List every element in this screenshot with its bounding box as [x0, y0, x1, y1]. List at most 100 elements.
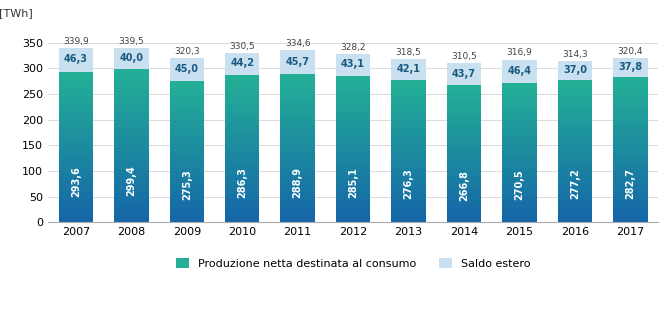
- Bar: [502, 192, 537, 193]
- Bar: [613, 177, 648, 178]
- Bar: [447, 207, 481, 208]
- Bar: [281, 85, 315, 86]
- Bar: [336, 209, 370, 210]
- Bar: [225, 121, 259, 122]
- Bar: [613, 211, 648, 212]
- Bar: [170, 149, 204, 150]
- Bar: [114, 98, 148, 99]
- Bar: [170, 142, 204, 143]
- Bar: [170, 207, 204, 208]
- Bar: [170, 165, 204, 166]
- Bar: [558, 173, 592, 174]
- Bar: [502, 164, 537, 165]
- Bar: [114, 118, 148, 119]
- Bar: [225, 95, 259, 96]
- Bar: [392, 129, 426, 130]
- Bar: [336, 116, 370, 117]
- Bar: [281, 101, 315, 102]
- Bar: [558, 90, 592, 91]
- Bar: [558, 96, 592, 97]
- Bar: [225, 165, 259, 166]
- Bar: [447, 121, 481, 122]
- Bar: [281, 110, 315, 111]
- Bar: [114, 105, 148, 106]
- Bar: [558, 191, 592, 192]
- Bar: [558, 143, 592, 144]
- Bar: [170, 121, 204, 122]
- Bar: [447, 154, 481, 155]
- Bar: [59, 75, 93, 76]
- Bar: [225, 144, 259, 145]
- Bar: [59, 203, 93, 204]
- Bar: [225, 94, 259, 95]
- Bar: [170, 97, 204, 98]
- Bar: [59, 206, 93, 207]
- Bar: [114, 153, 148, 154]
- Bar: [558, 203, 592, 204]
- Bar: [281, 98, 315, 99]
- Text: 270,5: 270,5: [515, 169, 525, 200]
- Bar: [225, 87, 259, 88]
- Bar: [558, 204, 592, 205]
- Bar: [281, 169, 315, 170]
- Bar: [114, 185, 148, 186]
- Bar: [281, 111, 315, 112]
- Bar: [281, 99, 315, 100]
- Bar: [558, 154, 592, 155]
- Bar: [447, 126, 481, 127]
- Bar: [558, 100, 592, 101]
- Bar: [225, 91, 259, 92]
- Bar: [447, 92, 481, 93]
- Bar: [336, 103, 370, 104]
- Bar: [225, 168, 259, 169]
- Bar: [336, 98, 370, 99]
- Bar: [225, 75, 259, 76]
- Bar: [225, 113, 259, 114]
- Bar: [613, 90, 648, 91]
- Bar: [170, 174, 204, 175]
- Bar: [558, 130, 592, 131]
- Bar: [447, 195, 481, 196]
- Bar: [447, 221, 481, 222]
- Bar: [392, 174, 426, 175]
- Bar: [114, 130, 148, 131]
- Bar: [170, 171, 204, 172]
- Bar: [114, 83, 148, 84]
- Bar: [447, 96, 481, 97]
- Bar: [392, 143, 426, 144]
- Bar: [502, 138, 537, 139]
- Bar: [59, 215, 93, 216]
- Bar: [114, 205, 148, 206]
- Bar: [447, 115, 481, 116]
- Bar: [447, 117, 481, 118]
- Bar: [502, 184, 537, 185]
- Bar: [281, 206, 315, 207]
- Bar: [336, 81, 370, 82]
- Bar: [336, 102, 370, 103]
- Bar: [613, 154, 648, 155]
- Bar: [392, 162, 426, 163]
- Bar: [392, 173, 426, 174]
- Bar: [59, 104, 93, 105]
- Bar: [336, 165, 370, 166]
- Bar: [59, 94, 93, 95]
- Bar: [613, 200, 648, 201]
- Bar: [281, 160, 315, 161]
- Bar: [225, 129, 259, 130]
- Bar: [281, 86, 315, 87]
- Bar: [336, 87, 370, 88]
- Bar: [59, 93, 93, 94]
- Bar: [281, 124, 315, 125]
- Bar: [392, 113, 426, 114]
- Bar: [170, 144, 204, 145]
- Bar: [392, 89, 426, 90]
- Bar: [114, 129, 148, 130]
- Bar: [558, 108, 592, 109]
- Bar: [613, 169, 648, 170]
- Bar: [336, 192, 370, 193]
- Bar: [225, 111, 259, 112]
- Bar: [59, 101, 93, 102]
- Bar: [225, 82, 259, 83]
- Bar: [392, 148, 426, 149]
- Bar: [336, 202, 370, 203]
